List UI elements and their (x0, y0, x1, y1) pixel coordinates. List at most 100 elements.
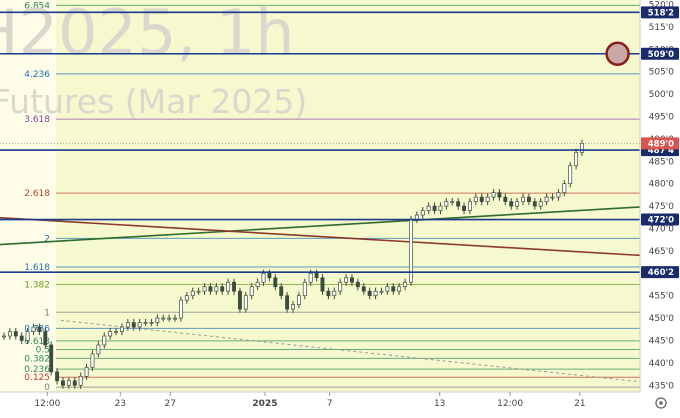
candle-body (173, 317, 177, 320)
candle-body (521, 196, 525, 202)
candle-body (426, 205, 431, 211)
candle-body (167, 317, 172, 320)
level-price-tag: 518'2 (648, 8, 674, 18)
candle-body (72, 380, 77, 386)
candle-body (161, 317, 166, 320)
watermark-symbol: H2025, 1h (0, 0, 295, 69)
time-tick-label: 23 (115, 399, 126, 409)
candle-body (373, 290, 378, 297)
candle-body (55, 371, 60, 382)
price-tick-label: 515'0 (649, 23, 675, 33)
candle-body (338, 281, 343, 292)
fib-label: 0.125 (24, 373, 50, 383)
candle-body (556, 192, 561, 198)
candle-body (308, 272, 313, 283)
candle-body (137, 322, 142, 328)
gear-icon-center (659, 401, 663, 405)
gear-icon[interactable] (655, 397, 667, 409)
candle-body (243, 295, 248, 310)
fib-label: 0.382 (24, 354, 50, 364)
candle-body (332, 290, 337, 297)
time-tick-label: 12:00 (34, 399, 60, 409)
candle-body (473, 196, 478, 202)
level-price-tag-bg (641, 47, 679, 60)
level-price-tag-bg (641, 213, 679, 226)
candle-body (314, 272, 319, 279)
last-price-tag: 489'0 (648, 139, 674, 149)
candle-body (497, 192, 502, 198)
candle-body (114, 331, 119, 333)
price-tick-label: 470'0 (649, 224, 675, 234)
candle-body (302, 281, 307, 297)
candle-body (444, 201, 449, 207)
candle-body (102, 335, 107, 346)
candle-body (2, 335, 6, 338)
candle-body (237, 290, 242, 310)
watermark-description: Futures (Mar 2025) (0, 82, 307, 121)
candle-body (580, 143, 584, 153)
candle-body (550, 196, 555, 199)
candle-body (84, 367, 89, 377)
candle-body (503, 196, 508, 202)
candle-body (367, 290, 372, 297)
target-circle-marker (605, 41, 630, 67)
candle-body (226, 281, 231, 292)
candle-body (49, 344, 54, 373)
candle-body (562, 183, 567, 193)
candle-body (326, 290, 331, 297)
candle-body (78, 375, 83, 386)
candle-body (491, 192, 496, 198)
candle-body (397, 286, 402, 292)
candle-body (438, 205, 443, 211)
candle-body (131, 322, 136, 328)
fib-label: 0 (44, 383, 50, 393)
candle-body (320, 277, 325, 292)
candle-body (7, 331, 12, 337)
fib-zone-fill (56, 0, 640, 392)
fib-label: 2.618 (24, 189, 50, 199)
candle-body (379, 290, 384, 293)
candle-body (285, 295, 290, 310)
plot-background (0, 0, 640, 392)
candle-body (296, 295, 301, 305)
candle-body (232, 281, 236, 292)
candle-body (190, 290, 195, 297)
price-axis-bg (640, 0, 680, 414)
candle-body (202, 286, 207, 292)
candle-body (61, 380, 65, 386)
candle-body (255, 281, 260, 288)
candle-body (155, 317, 160, 323)
horizontal-levels (0, 11, 640, 273)
candle-body (515, 201, 520, 207)
level-price-tag: 472'0 (648, 216, 674, 226)
candle-body (544, 196, 549, 202)
price-tick-label: 485'0 (649, 157, 675, 167)
settings-button[interactable] (655, 397, 667, 409)
level-price-tag: 460'2 (648, 268, 674, 278)
fib-label: 1 (44, 308, 50, 318)
candle-body (13, 331, 18, 337)
fib-label: 0.786 (24, 324, 50, 334)
brown-trendline (0, 216, 641, 257)
price-tick-label: 435'0 (649, 381, 675, 391)
candle-body (355, 281, 360, 288)
green-trendline (0, 206, 641, 246)
candle-body (456, 201, 461, 207)
trendlines (0, 206, 641, 383)
candle-body (467, 201, 472, 211)
candle-body (391, 286, 396, 292)
candle-body (420, 210, 425, 216)
level-price-tag: 509'0 (648, 50, 674, 60)
candle-body (267, 272, 272, 279)
candle-body (31, 326, 36, 332)
candle-body (350, 277, 354, 283)
price-tick-label: 465'0 (649, 247, 675, 257)
candle-body (220, 286, 225, 292)
candle-body (90, 353, 95, 368)
candle-body (143, 322, 148, 324)
price-tick-label: 450'0 (649, 314, 675, 324)
fib-label: 1.382 (24, 280, 50, 290)
candle-body (279, 286, 284, 297)
